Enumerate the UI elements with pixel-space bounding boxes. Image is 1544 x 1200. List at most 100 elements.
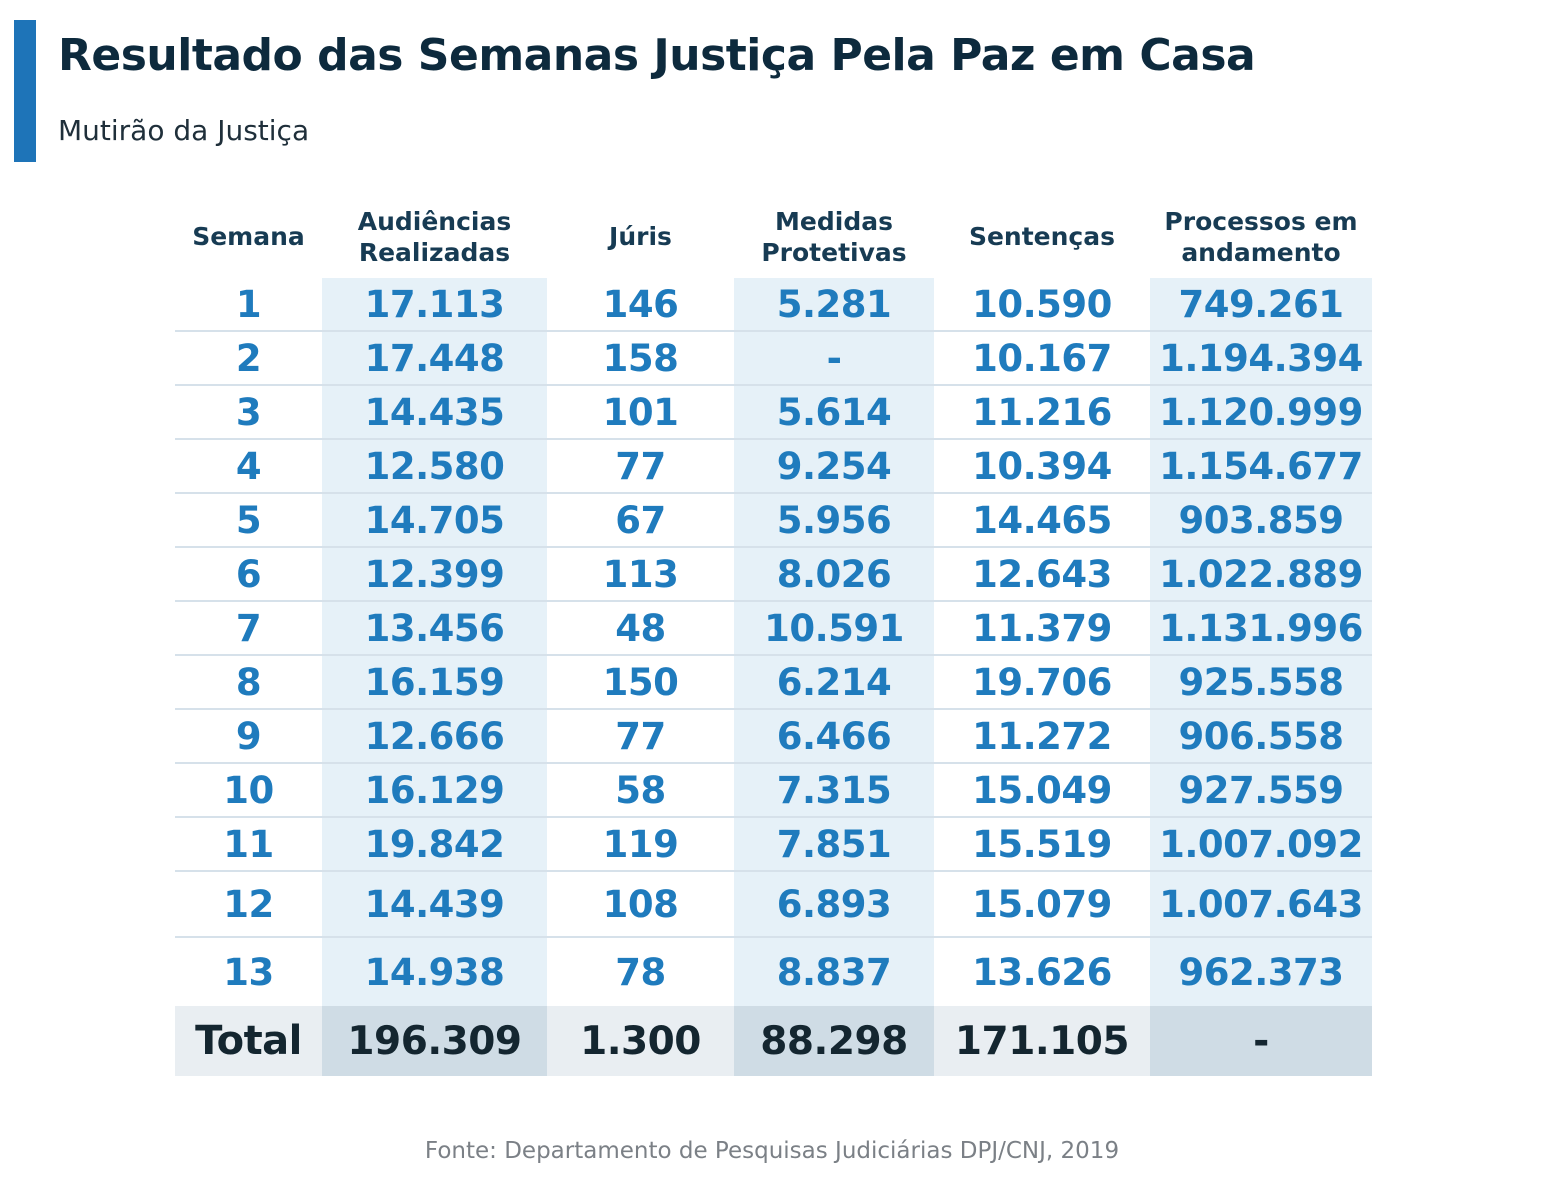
cell-sentencas: 14.465	[934, 492, 1150, 547]
cell-medidas: 7.851	[734, 816, 934, 871]
cell-medidas: 10.591	[734, 600, 934, 655]
total-sentencas: 171.105	[934, 1006, 1150, 1076]
cell-sentencas: 15.519	[934, 816, 1150, 871]
total-processos: -	[1150, 1006, 1372, 1076]
table-header-row: Semana Audiências Realizadas Júris Medid…	[175, 195, 1372, 278]
cell-semana: 5	[175, 492, 322, 547]
cell-juris: 146	[602, 282, 679, 326]
cell-semana: 13	[175, 936, 322, 1006]
cell-juris: 113	[547, 546, 734, 601]
cell-semana: 8	[175, 654, 322, 709]
cell-semana: 2	[175, 330, 322, 385]
table-row: 9 12.666 77 6.466 11.272 906.558	[175, 708, 1372, 763]
cell-audiencias: 17.113	[322, 278, 547, 331]
cell-semana: 11	[175, 816, 322, 871]
total-audiencias: 196.309	[322, 1006, 547, 1076]
cell-processos: 1.022.889	[1150, 546, 1372, 601]
cell-processos: 1.194.394	[1150, 330, 1372, 385]
table-row: 3 14.435 101 5.614 11.216 1.120.999	[175, 384, 1372, 439]
page-subtitle: Mutirão da Justiça	[58, 114, 310, 147]
cell-processos: 749.261	[1150, 278, 1372, 331]
table-row: 11 19.842 119 7.851 15.519 1.007.092	[175, 816, 1372, 871]
cell-semana: 3	[175, 384, 322, 439]
cell-sentencas: 10.167	[934, 330, 1150, 385]
cell-juris: 150	[547, 654, 734, 709]
cell-juris: 67	[547, 492, 734, 547]
cell-processos: 1.007.643	[1150, 870, 1372, 937]
cell-sentencas: 10.394	[934, 438, 1150, 493]
cell-sentencas: 19.706	[934, 654, 1150, 709]
cell-audiencias: 12.399	[322, 546, 547, 601]
table-row: 13 14.938 78 8.837 13.626 962.373	[175, 936, 1372, 1006]
cell-processos: 925.558	[1150, 654, 1372, 709]
total-juris: 1.300	[547, 1006, 734, 1076]
cell-sentencas: 10.590	[972, 282, 1112, 326]
cell-medidas: 6.466	[734, 708, 934, 763]
cell-sentencas: 12.643	[934, 546, 1150, 601]
cell-juris: 58	[547, 762, 734, 817]
accent-bar	[14, 20, 36, 162]
cell-processos: 1.131.996	[1150, 600, 1372, 655]
cell-juris: 158	[547, 330, 734, 385]
cell-medidas: 5.281	[734, 278, 934, 331]
total-row: Total 196.309 1.300 88.298 171.105-	[175, 1006, 1372, 1076]
cell-sentencas: 11.379	[934, 600, 1150, 655]
cell-medidas: 9.254	[734, 438, 934, 493]
table-row: 1 17.113 146 5.281 10.590 749.261	[175, 278, 1372, 331]
cell-processos: 1.120.999	[1150, 384, 1372, 439]
cell-sentencas: 13.626	[934, 936, 1150, 1006]
cell-audiencias: 16.129	[322, 762, 547, 817]
table-row: 6 12.399 113 8.026 12.643 1.022.889	[175, 546, 1372, 601]
cell-medidas: 6.214	[734, 654, 934, 709]
cell-medidas: 6.893	[734, 870, 934, 937]
cell-juris: 48	[547, 600, 734, 655]
total-medidas: 88.298	[734, 1006, 934, 1076]
cell-semana: 7	[175, 600, 322, 655]
column-header-sentencas: Sentenças	[934, 195, 1150, 278]
cell-audiencias: 14.435	[322, 384, 547, 439]
cell-sentencas: 11.272	[934, 708, 1150, 763]
cell-semana: 4	[175, 438, 322, 493]
cell-audiencias: 14.705	[322, 492, 547, 547]
column-header-juris: Júris	[547, 195, 734, 278]
cell-audiencias: 14.938	[322, 936, 547, 1006]
cell-audiencias: 16.159	[322, 654, 547, 709]
table-row: 2 17.448 158-10.167 1.194.394	[175, 330, 1372, 385]
cell-audiencias: 13.456	[322, 600, 547, 655]
cell-audiencias: 17.448	[322, 330, 547, 385]
column-header-medidas: Medidas Protetivas	[734, 195, 934, 278]
column-header-processos: Processos em andamento	[1150, 195, 1372, 278]
source-note: Fonte: Departamento de Pesquisas Judiciá…	[424, 1138, 1120, 1164]
cell-semana: 10	[175, 762, 322, 817]
cell-processos: 927.559	[1150, 762, 1372, 817]
table-row: 5 14.705 67 5.956 14.465 903.859	[175, 492, 1372, 547]
cell-juris: 77	[547, 438, 734, 493]
cell-processos: 962.373	[1150, 936, 1372, 1006]
total-label: Total	[175, 1006, 322, 1076]
cell-medidas: 8.837	[734, 936, 934, 1006]
cell-medidas: -	[734, 330, 934, 385]
cell-audiencias: 12.580	[322, 438, 547, 493]
table-row: 8 16.159 150 6.214 19.706 925.558	[175, 654, 1372, 709]
cell-medidas: 5.614	[734, 384, 934, 439]
cell-juris: 77	[547, 708, 734, 763]
results-table: Semana Audiências Realizadas Júris Medid…	[175, 195, 1372, 1076]
cell-sentencas: 15.079	[934, 870, 1150, 937]
cell-audiencias: 12.666	[322, 708, 547, 763]
cell-semana: 1	[235, 282, 262, 326]
cell-audiencias: 14.439	[322, 870, 547, 937]
cell-sentencas: 11.216	[934, 384, 1150, 439]
results-table-container: Semana Audiências Realizadas Júris Medid…	[175, 195, 1372, 1076]
cell-medidas: 7.315	[734, 762, 934, 817]
cell-semana: 9	[175, 708, 322, 763]
cell-processos: 903.859	[1150, 492, 1372, 547]
table-row: 12 14.439 108 6.893 15.079 1.007.643	[175, 870, 1372, 937]
cell-juris: 119	[547, 816, 734, 871]
cell-sentencas: 15.049	[934, 762, 1150, 817]
table-row: 4 12.580 77 9.254 10.394 1.154.677	[175, 438, 1372, 493]
cell-processos: 906.558	[1150, 708, 1372, 763]
cell-semana: 6	[175, 546, 322, 601]
cell-medidas: 5.956	[734, 492, 934, 547]
cell-processos: 1.007.092	[1150, 816, 1372, 871]
cell-audiencias: 19.842	[322, 816, 547, 871]
